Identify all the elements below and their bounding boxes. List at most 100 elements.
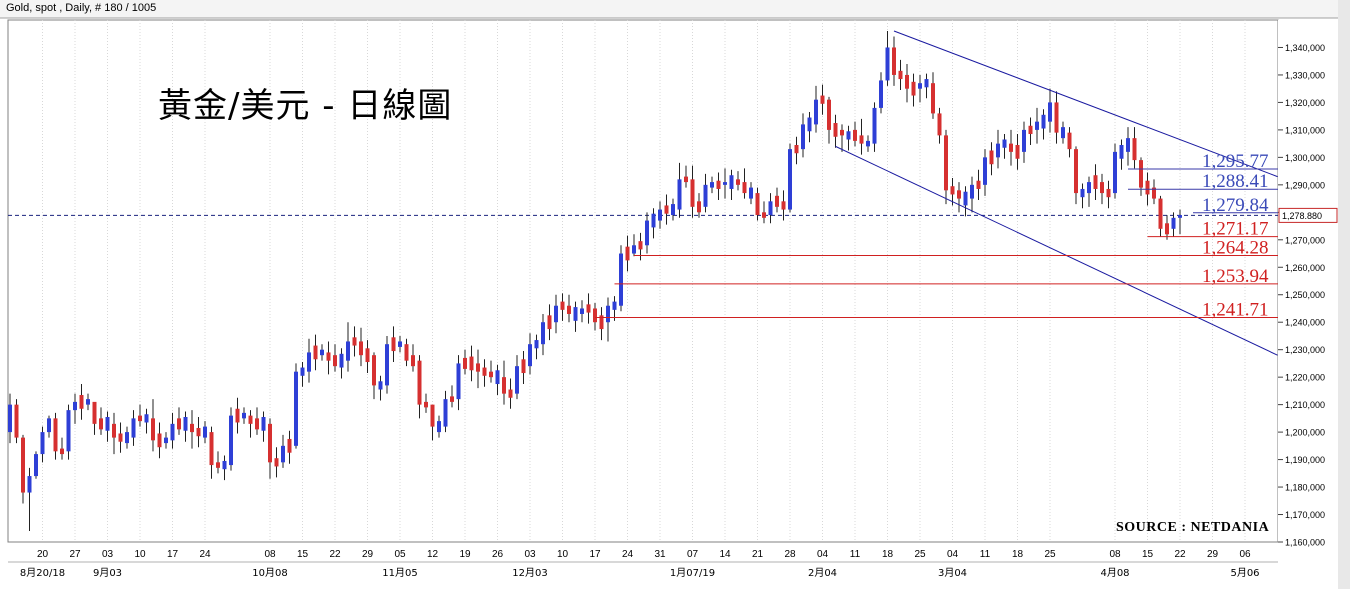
candle-body <box>1165 223 1169 235</box>
candle-body <box>404 344 409 361</box>
trend-line <box>835 145 1278 356</box>
candle-body <box>1028 125 1033 135</box>
y-tick-label: 1,250,000 <box>1285 290 1325 300</box>
candle-body <box>983 157 987 185</box>
candle-body <box>762 212 766 218</box>
candle-body <box>196 427 201 437</box>
candle-body <box>898 70 903 80</box>
candle-body <box>866 140 870 147</box>
candle-body <box>885 47 890 81</box>
x-day-label: 29 <box>362 549 374 560</box>
candle-body <box>684 176 688 183</box>
candle-body <box>1100 182 1104 194</box>
candle-body <box>833 123 838 137</box>
y-tick-label: 1,170,000 <box>1285 510 1325 520</box>
candle-body <box>931 83 935 114</box>
candle-body <box>1126 138 1130 152</box>
candle-body <box>131 418 136 438</box>
candle-body <box>996 143 1000 158</box>
x-day-label: 08 <box>1109 549 1121 560</box>
candle-body <box>599 315 604 330</box>
candle-body <box>430 404 435 427</box>
candle-body <box>1048 102 1052 122</box>
candle-body <box>287 438 292 453</box>
x-day-label: 05 <box>394 549 406 560</box>
candle-body <box>729 175 734 189</box>
x-day-label: 24 <box>622 549 634 560</box>
candle-body <box>398 341 402 347</box>
candle-body <box>859 135 864 144</box>
y-tick-label: 1,320,000 <box>1285 98 1325 108</box>
x-day-label: 29 <box>1207 549 1219 560</box>
x-day-label: 18 <box>882 549 894 560</box>
y-tick-label: 1,180,000 <box>1285 483 1325 493</box>
x-month-label: 1月07/19 <box>670 567 715 579</box>
candle-body <box>1106 188 1111 198</box>
y-tick-label: 1,220,000 <box>1285 373 1325 383</box>
x-month-label: 11月05 <box>382 567 417 579</box>
candle-body <box>690 179 695 207</box>
candle-body <box>976 180 981 189</box>
x-day-label: 20 <box>37 549 49 560</box>
x-month-label: 12月03 <box>512 567 547 579</box>
x-month-label: 2月04 <box>808 567 837 579</box>
candle-body <box>326 352 331 361</box>
candle-body <box>788 149 792 210</box>
x-day-label: 21 <box>752 549 764 560</box>
candle-body <box>1041 114 1046 129</box>
candle-body <box>34 454 38 477</box>
candle-body <box>21 437 25 493</box>
x-day-label: 17 <box>167 549 179 560</box>
candle-body <box>261 416 266 431</box>
x-day-label: 04 <box>947 549 959 560</box>
current-price-tag <box>1278 207 1338 223</box>
x-day-label: 10 <box>557 549 569 560</box>
candle-body <box>105 416 110 431</box>
candle-body <box>658 209 662 221</box>
candle-body <box>300 367 305 376</box>
candle-body <box>755 193 760 216</box>
candle-body <box>879 80 883 108</box>
candle-body <box>989 150 994 165</box>
candle-body <box>216 462 220 468</box>
candle-body <box>742 182 747 194</box>
x-day-label: 22 <box>329 549 341 560</box>
candle-body <box>1022 129 1026 152</box>
candle-body <box>970 184 974 199</box>
y-tick-label: 1,240,000 <box>1285 318 1325 328</box>
candle-body <box>1119 145 1124 159</box>
candle-body <box>1158 198 1163 229</box>
candle-body <box>411 355 415 367</box>
candle-body <box>1002 139 1007 148</box>
x-day-label: 03 <box>102 549 114 560</box>
candle-body <box>606 305 610 323</box>
candle-body <box>456 363 461 400</box>
candle-body <box>723 182 727 185</box>
candle-body <box>963 191 968 206</box>
x-day-label: 11 <box>850 549 861 560</box>
candle-body <box>1171 217 1176 229</box>
candle-body <box>794 145 799 154</box>
candle-body <box>203 426 207 438</box>
y-tick-label: 1,160,000 <box>1285 538 1325 548</box>
candle-body <box>827 99 831 130</box>
candle-body <box>541 322 545 345</box>
candle-body <box>320 349 324 356</box>
x-day-label: 15 <box>297 549 309 560</box>
candle-body <box>1093 175 1098 189</box>
trend-line <box>893 30 1278 178</box>
candle-body <box>814 99 818 125</box>
candle-body <box>534 340 539 349</box>
candle-body <box>892 47 896 75</box>
candle-body <box>352 337 357 346</box>
x-day-label: 31 <box>654 549 666 560</box>
candle-body <box>333 355 337 367</box>
candle-body <box>92 401 97 424</box>
candle-body <box>307 352 311 372</box>
candle-body <box>99 418 103 430</box>
candle-body <box>378 381 383 390</box>
candle-body <box>229 415 233 466</box>
candle-body <box>625 246 630 261</box>
x-day-label: 10 <box>134 549 146 560</box>
